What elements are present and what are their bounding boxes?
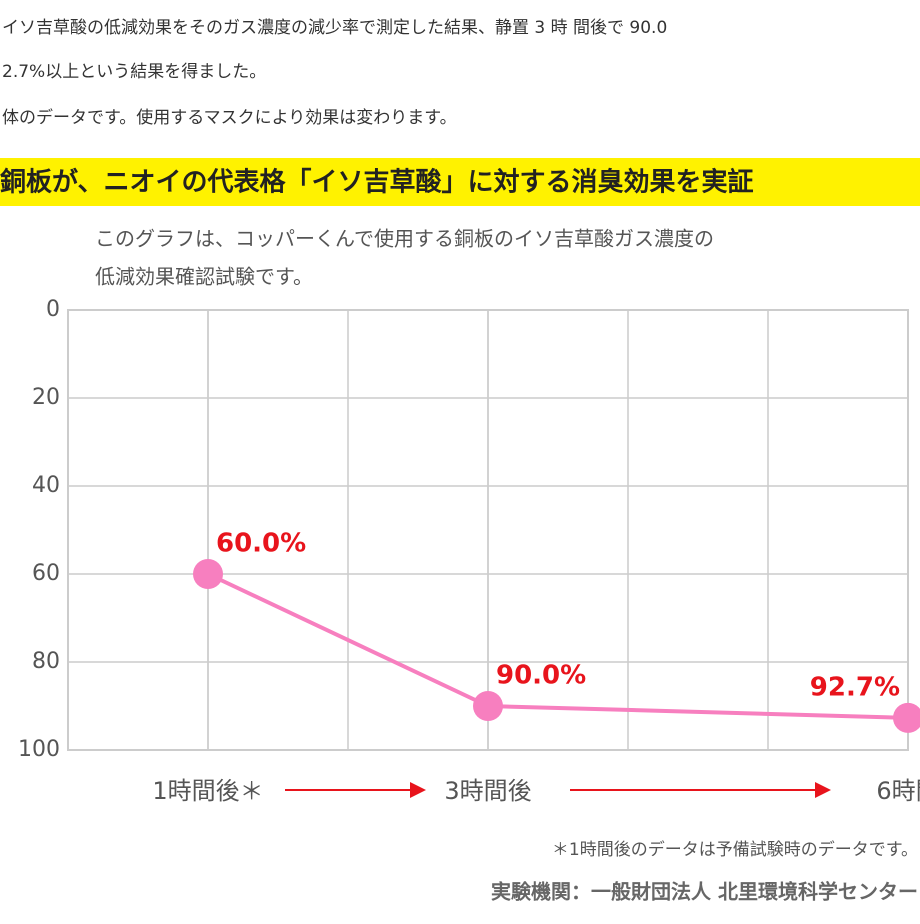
heading-band: [0, 158, 920, 206]
y-tick-label: 60: [32, 561, 60, 586]
point: [473, 691, 503, 721]
arrow-head: [410, 782, 426, 798]
x-tick-label: 3時間後: [444, 777, 531, 805]
chart-subtitle: このグラフは、コッパーくんで使用する銅板のイソ吉草酸ガス濃度の: [95, 227, 714, 251]
y-tick-label: 20: [32, 385, 60, 410]
intro-line: 体のデータです。使用するマスクにより効果は変わります。: [2, 107, 457, 128]
y-tick-label: 0: [46, 297, 60, 322]
point: [893, 702, 920, 733]
arrow-head: [815, 782, 831, 798]
y-tick-label: 80: [32, 649, 60, 674]
intro-line: イソ吉草酸の低減効果をそのガス濃度の減少率で測定した結果、静置 3 時 間後で …: [2, 18, 667, 38]
y-tick-label: 40: [32, 473, 60, 498]
chart-subtitle: 低減効果確認試験です。: [95, 265, 313, 289]
intro-line: 2.7%以上という結果を得ました。: [2, 62, 266, 82]
point: [193, 559, 223, 589]
footnote: ＊1時間後のデータは予備試験時のデータです。: [552, 839, 918, 860]
y-tick-label: 100: [18, 737, 60, 762]
value-label: 92.7%: [810, 672, 900, 702]
x-tick-label: 6時間: [876, 777, 920, 805]
heading: 銅板が、ニオイの代表格「イソ吉草酸」に対する消臭効果を実証: [0, 167, 753, 198]
value-label: 60.0%: [216, 529, 306, 559]
line: [207, 572, 909, 720]
arrows: [285, 782, 831, 798]
value-label: 90.0%: [496, 661, 586, 691]
institution: 実験機関：一般財団法人 北里環境科学センター: [491, 880, 918, 904]
x-tick-label: 1時間後＊: [152, 777, 263, 805]
